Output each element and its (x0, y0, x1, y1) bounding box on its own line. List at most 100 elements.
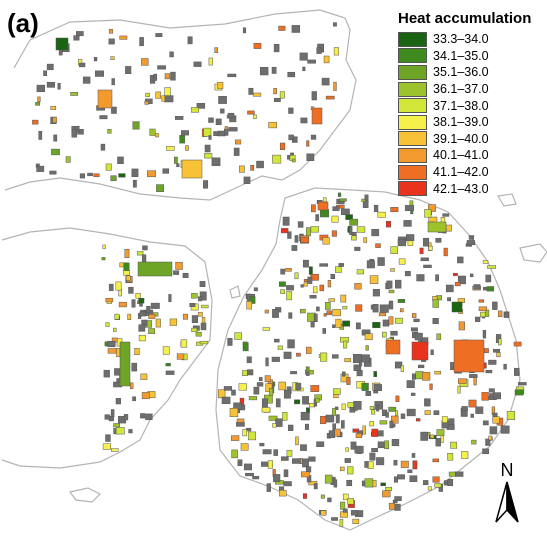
building-parcel (253, 114, 257, 119)
building-parcel (385, 412, 389, 418)
building-parcel (117, 156, 124, 164)
legend-label: 36.1–37.0 (433, 82, 489, 97)
building-parcel (344, 358, 352, 363)
building-parcel (261, 398, 268, 408)
building-parcel (316, 47, 322, 54)
building-parcel (411, 373, 416, 380)
building-parcel (215, 118, 222, 125)
building-parcel (458, 378, 467, 384)
building-parcel (503, 363, 507, 370)
building-parcel (504, 311, 509, 318)
building-parcel (354, 445, 364, 454)
building-parcel (405, 271, 411, 277)
building-parcel (101, 257, 106, 261)
building-parcel (356, 370, 363, 377)
building-parcel (162, 168, 170, 174)
building-parcel (388, 406, 397, 412)
legend-swatch (398, 31, 427, 47)
building-parcel (134, 348, 140, 355)
building-parcel (428, 245, 433, 251)
building-parcel (191, 315, 199, 323)
building-parcel (32, 119, 39, 125)
building-parcel (327, 280, 332, 288)
building-parcel (247, 369, 254, 376)
building-parcel (313, 313, 318, 322)
legend-swatch (398, 64, 427, 80)
building-parcel (180, 339, 188, 348)
building-parcel (316, 306, 320, 312)
building-parcel (231, 389, 236, 396)
building-parcel (371, 428, 378, 437)
building-parcel (480, 311, 486, 318)
building-parcel (301, 471, 310, 478)
building-parcel (227, 112, 235, 119)
building-parcel (259, 67, 269, 76)
building-parcel (303, 282, 308, 287)
building-parcel (175, 261, 183, 270)
legend-label: 34.1–35.0 (433, 48, 489, 63)
building-parcel (346, 377, 351, 385)
building-parcel (485, 438, 491, 446)
building-parcel (411, 341, 429, 361)
building-parcel (259, 442, 265, 447)
building-parcel (311, 91, 317, 101)
building-parcel (470, 413, 474, 418)
building-parcel (319, 284, 325, 292)
building-parcel (288, 134, 294, 141)
building-parcel (240, 443, 249, 451)
building-parcel (413, 318, 420, 323)
building-parcel (352, 518, 360, 524)
building-parcel (340, 294, 347, 303)
building-parcel (182, 272, 189, 278)
legend-label: 39.1–40.0 (433, 131, 489, 146)
legend-label: 42.1–43.0 (433, 181, 489, 196)
building-parcel (334, 428, 341, 437)
building-parcel (153, 73, 158, 81)
building-parcel (322, 237, 330, 245)
building-parcel (256, 382, 264, 387)
building-parcel (272, 423, 277, 428)
building-parcel (435, 437, 441, 447)
building-parcel (424, 410, 431, 415)
building-parcel (497, 310, 503, 318)
building-parcel (287, 155, 291, 160)
building-parcel (325, 414, 335, 423)
building-parcel (37, 96, 41, 103)
building-parcel (113, 327, 117, 332)
building-parcel (333, 479, 338, 488)
building-parcel (140, 373, 148, 380)
building-parcel (489, 426, 498, 435)
building-parcel (132, 121, 140, 130)
building-parcel (448, 471, 456, 477)
building-parcel (354, 283, 362, 290)
building-parcel (208, 117, 214, 123)
building-parcel (338, 263, 344, 267)
building-parcel (262, 327, 270, 331)
building-parcel (373, 384, 382, 391)
building-parcel (119, 341, 131, 387)
building-parcel (496, 352, 501, 358)
building-parcel (355, 433, 363, 438)
building-parcel (203, 180, 209, 189)
building-parcel (436, 333, 442, 340)
building-parcel (478, 306, 487, 312)
building-parcel (457, 385, 461, 394)
building-parcel (173, 270, 180, 275)
building-parcel (280, 289, 286, 294)
building-parcel (164, 95, 174, 103)
islet-outline (497, 193, 517, 207)
building-parcel (300, 444, 307, 451)
building-parcel (376, 457, 385, 466)
building-parcel (287, 231, 292, 239)
building-parcel (350, 441, 357, 450)
building-parcel (372, 289, 380, 297)
building-parcel (256, 160, 264, 169)
building-parcel (492, 416, 500, 424)
building-parcel (339, 466, 345, 472)
building-parcel (76, 31, 84, 37)
building-parcel (486, 286, 495, 292)
building-parcel (332, 324, 336, 328)
building-parcel (337, 192, 342, 197)
building-parcel (320, 510, 327, 516)
